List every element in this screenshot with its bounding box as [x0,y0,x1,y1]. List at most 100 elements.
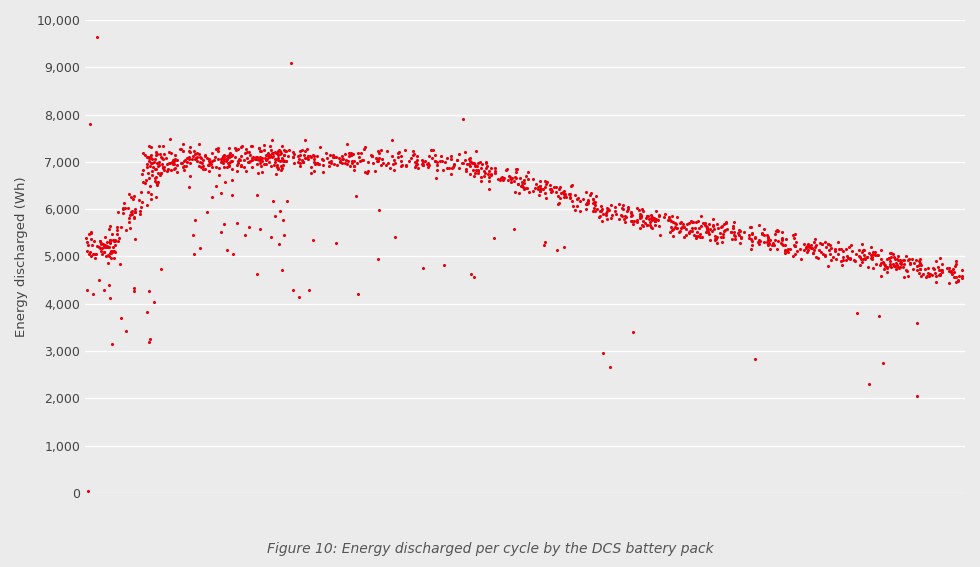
Point [139,153,155,162]
Point [89,32,105,41]
Point [458,147,473,156]
Point [144,158,160,167]
Point [275,145,291,154]
Point [696,218,711,227]
Point [184,154,200,163]
Point [881,253,897,263]
Point [641,211,657,220]
Point [811,245,827,254]
Point [291,155,307,164]
Point [785,230,801,239]
Point [122,189,137,198]
Point [703,225,718,234]
Point [939,264,955,273]
Point [839,252,855,261]
Point [724,235,740,244]
Point [596,348,612,357]
Point [641,214,657,223]
Point [911,260,927,269]
Point [135,177,151,186]
Point [455,159,470,168]
Point [947,261,962,270]
Point [271,150,287,159]
Point [278,156,294,166]
Point [176,157,192,166]
Point [498,166,514,175]
Point [150,168,166,177]
Point [496,174,512,183]
Point [773,239,789,248]
Point [258,155,273,164]
Point [593,207,609,216]
Point [861,380,877,389]
Point [139,162,155,171]
Point [651,210,666,219]
Point [507,188,522,197]
Point [152,170,168,179]
Point [147,297,163,306]
Point [110,229,125,238]
Point [332,157,348,166]
Point [542,184,558,193]
Point [468,162,484,171]
Point [220,160,236,170]
Point [928,256,944,265]
Point [644,212,660,221]
Point [727,235,743,244]
Point [467,169,483,178]
Point [933,266,949,275]
Point [295,145,311,154]
Point [644,223,660,232]
Point [125,213,141,222]
Point [512,188,527,197]
Point [566,205,582,214]
Point [384,136,400,145]
Point [110,208,125,217]
Point [921,272,937,281]
Point [179,154,195,163]
Point [765,238,781,247]
Point [625,327,641,336]
Point [532,187,548,196]
Point [338,155,354,164]
Point [236,162,252,171]
Point [399,162,415,171]
Point [167,151,182,160]
Point [831,245,847,254]
Point [251,156,267,165]
Point [828,254,844,263]
Point [469,166,485,175]
Point [134,170,150,179]
Point [572,206,588,215]
Point [211,170,226,179]
Point [170,167,185,176]
Point [860,249,876,258]
Point [664,211,680,221]
Point [879,255,895,264]
Point [517,184,533,193]
Point [736,227,752,236]
Point [390,153,406,162]
Point [110,226,125,235]
Point [553,194,568,203]
Point [888,261,904,270]
Point [863,253,879,262]
Point [208,145,223,154]
Point [710,239,725,248]
Point [332,157,348,166]
Point [304,153,319,162]
Point [219,246,234,255]
Point [852,251,867,260]
Point [913,271,929,280]
Point [271,146,287,155]
Point [912,265,928,274]
Point [556,243,571,252]
Point [855,248,870,257]
Point [792,245,808,254]
Point [249,160,265,169]
Point [514,183,530,192]
Point [552,183,567,192]
Point [270,153,285,162]
Point [449,155,465,164]
Point [149,180,165,189]
